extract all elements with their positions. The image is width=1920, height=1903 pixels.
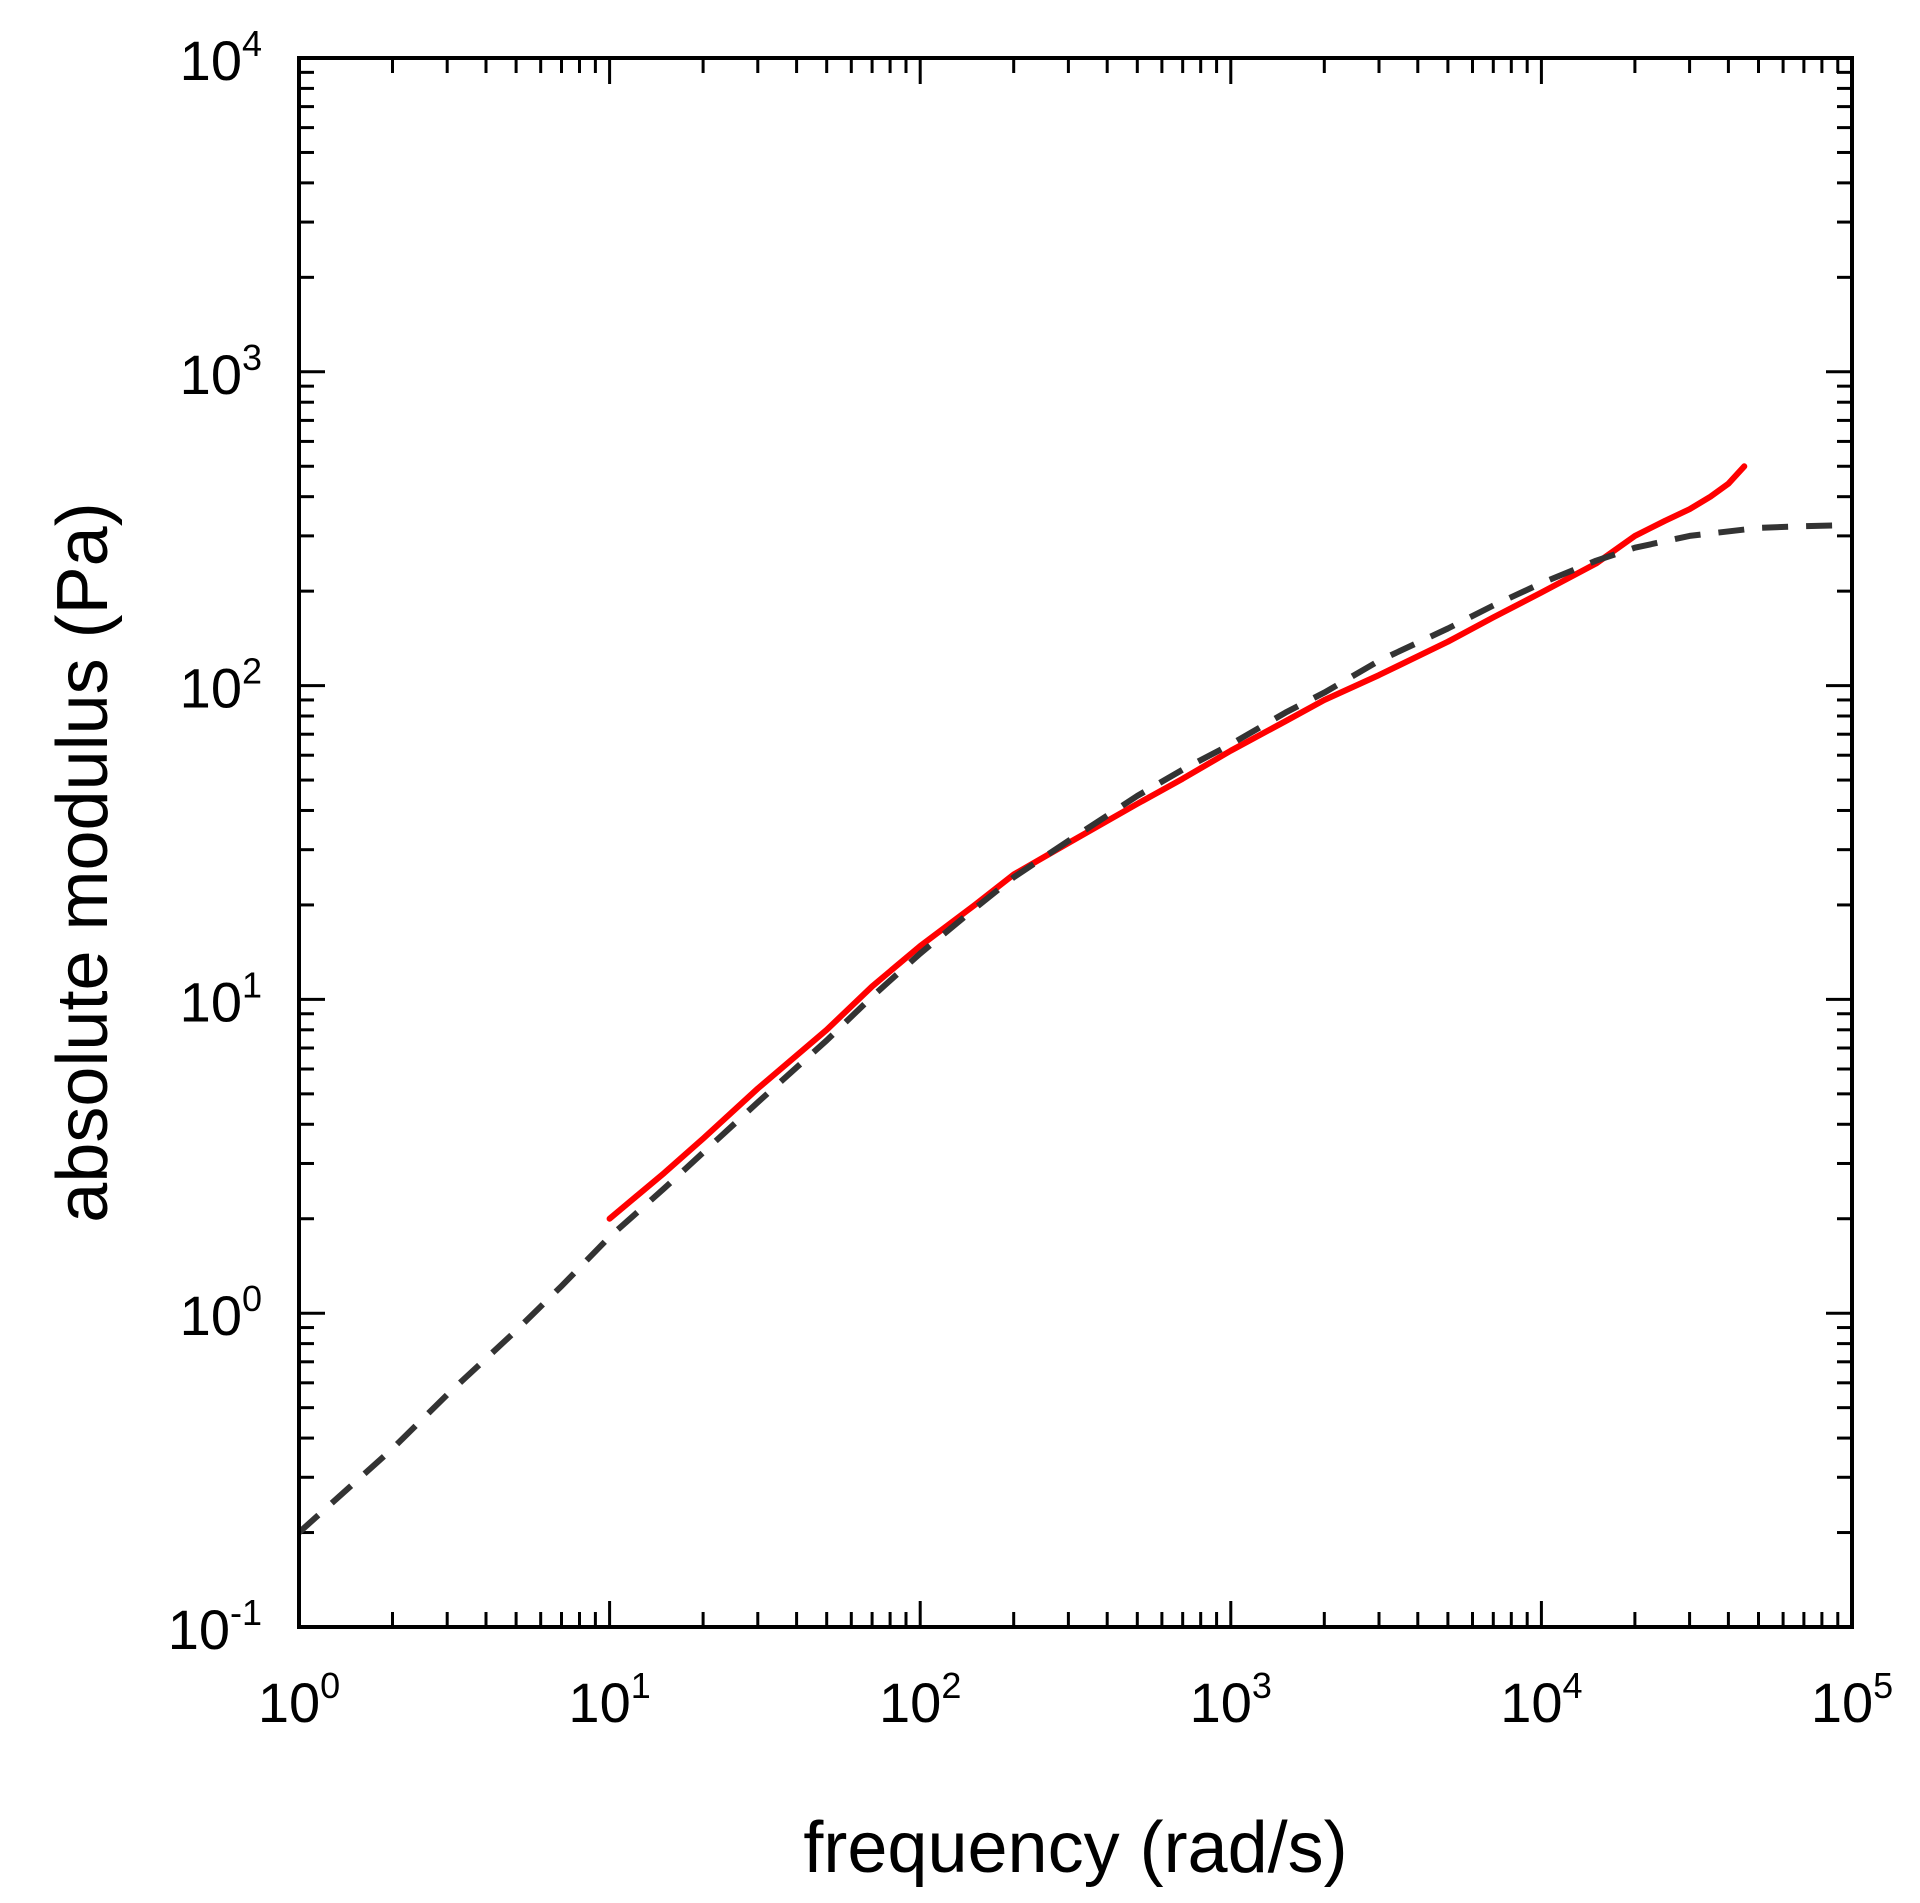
x-tick-label: 105 — [1811, 1665, 1893, 1734]
y-tick-label: 10-1 — [168, 1592, 262, 1661]
series-line-model — [296, 522, 1853, 1535]
x-tick-label: 102 — [879, 1665, 961, 1734]
y-tick-label: 102 — [180, 651, 262, 720]
x-tick-label: 101 — [568, 1665, 650, 1734]
y-tick-label: 100 — [180, 1278, 262, 1347]
y-tick-label: 104 — [180, 23, 262, 92]
x-tick-label: 103 — [1190, 1665, 1272, 1734]
x-axis-title: frequency (rad/s) — [803, 1808, 1347, 1888]
x-tick-label: 100 — [258, 1665, 340, 1734]
plot-frame — [297, 56, 1854, 1629]
y-axis-title: absolute modulus (Pa) — [43, 502, 123, 1222]
y-tick-label: 101 — [180, 964, 262, 1033]
series-line-measured — [606, 463, 1748, 1222]
series-layer — [296, 463, 1853, 1535]
y-tick-label: 103 — [180, 337, 262, 406]
x-tick-label: 104 — [1500, 1665, 1582, 1734]
ticks-layer — [297, 56, 1854, 1629]
